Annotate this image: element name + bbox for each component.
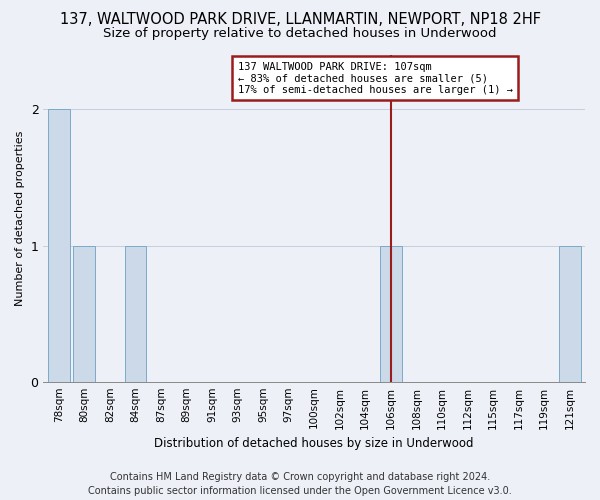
- Bar: [48, 110, 70, 382]
- Bar: [380, 246, 402, 382]
- Text: Contains HM Land Registry data © Crown copyright and database right 2024.
Contai: Contains HM Land Registry data © Crown c…: [88, 472, 512, 496]
- Bar: [125, 246, 146, 382]
- Text: 137, WALTWOOD PARK DRIVE, LLANMARTIN, NEWPORT, NP18 2HF: 137, WALTWOOD PARK DRIVE, LLANMARTIN, NE…: [59, 12, 541, 28]
- Text: 137 WALTWOOD PARK DRIVE: 107sqm
← 83% of detached houses are smaller (5)
17% of : 137 WALTWOOD PARK DRIVE: 107sqm ← 83% of…: [238, 62, 512, 94]
- Bar: [559, 246, 581, 382]
- Y-axis label: Number of detached properties: Number of detached properties: [15, 130, 25, 306]
- Text: Size of property relative to detached houses in Underwood: Size of property relative to detached ho…: [103, 28, 497, 40]
- X-axis label: Distribution of detached houses by size in Underwood: Distribution of detached houses by size …: [154, 437, 474, 450]
- Bar: [73, 246, 95, 382]
